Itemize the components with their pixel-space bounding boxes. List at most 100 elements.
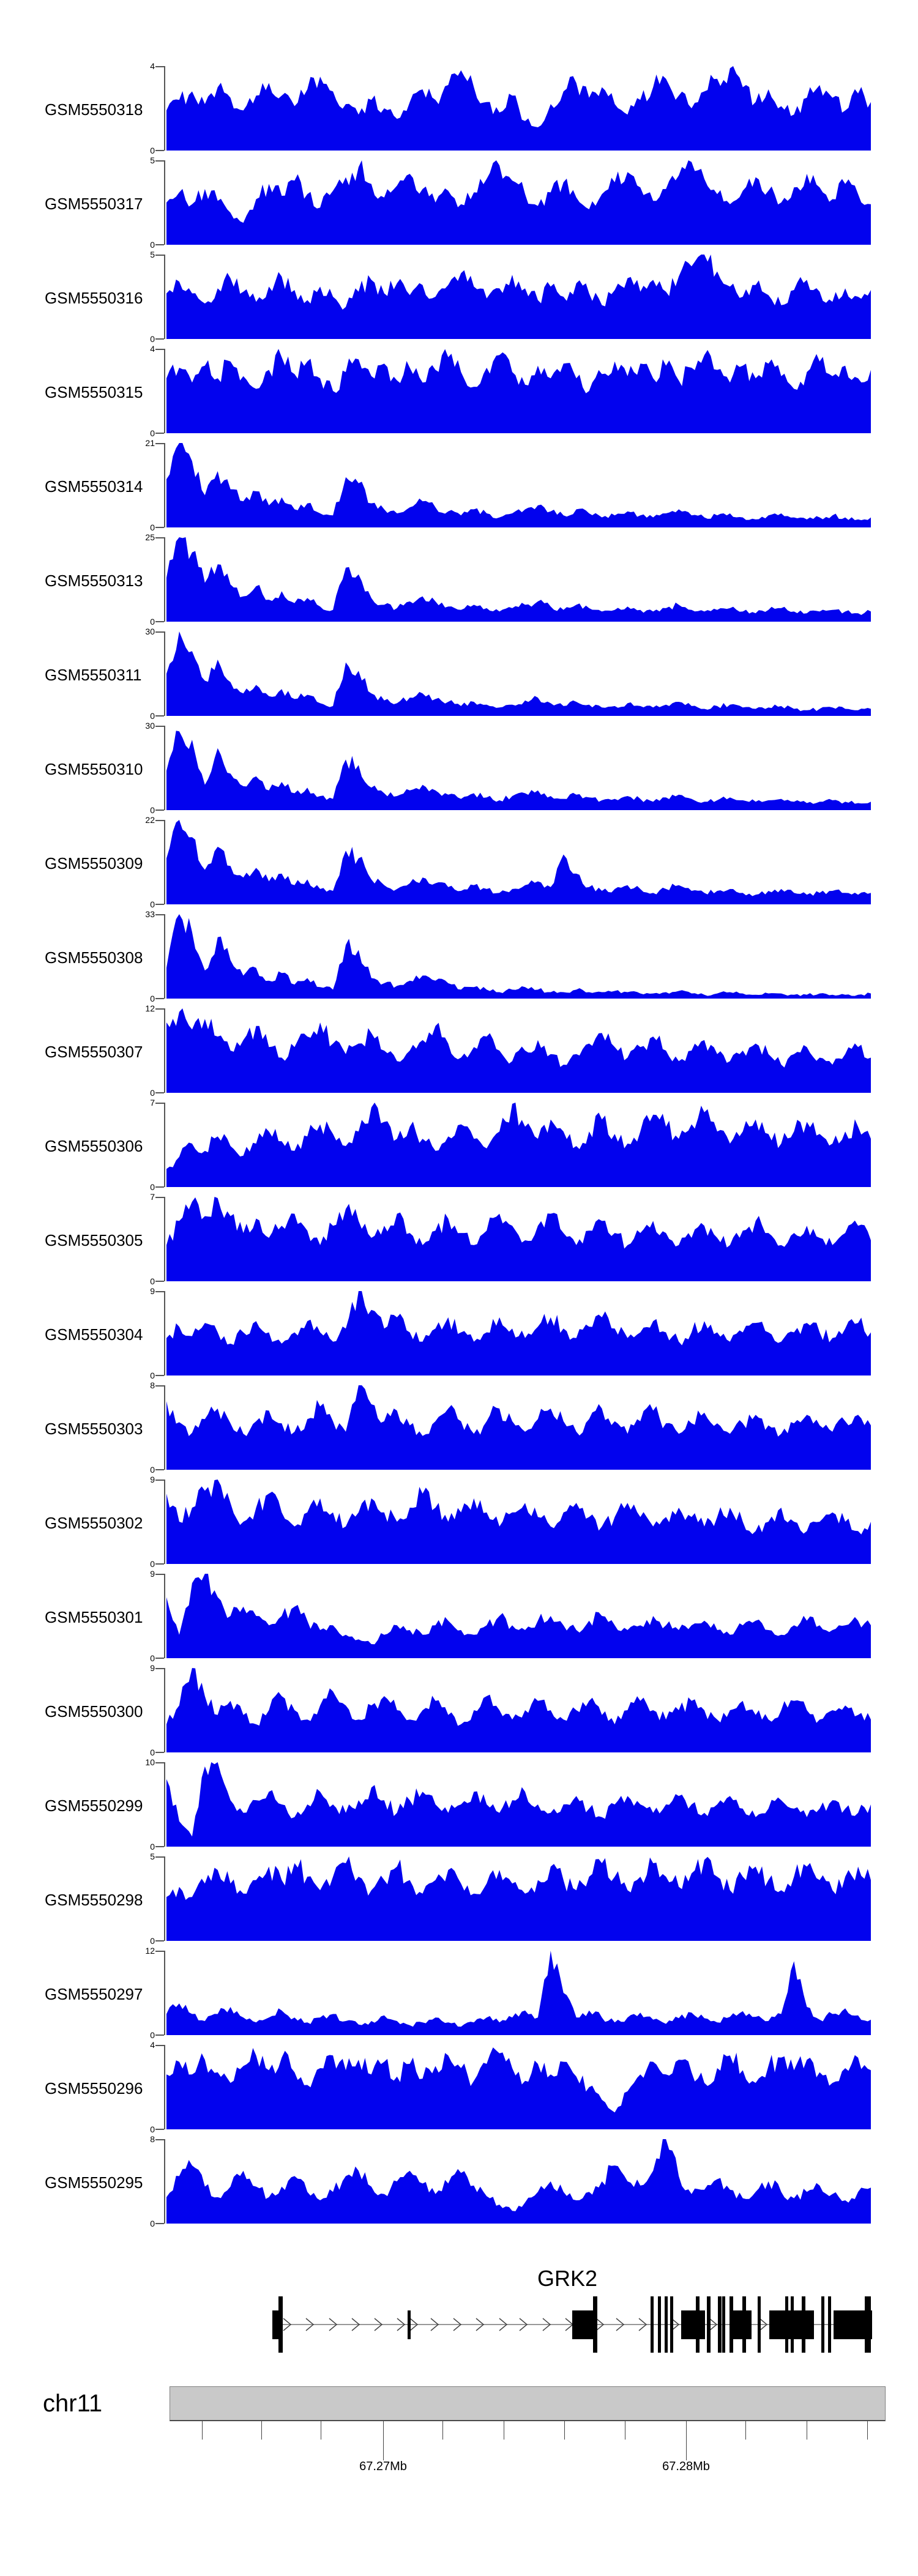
y-axis-top-tick [155,349,164,350]
coverage-area-GSM5550311 [166,631,871,716]
y-axis-top-tick [155,1856,164,1858]
exon-tall-bar [651,2296,654,2353]
y-max-label: 5 [150,250,155,259]
y-axis-top-tick [155,1951,164,1952]
axis-minor-tick [202,2421,203,2440]
y-axis-top-tick [155,1008,164,1010]
y-max-label: 30 [145,627,155,636]
y-max-label: 4 [150,61,155,71]
y-axis-bottom-tick [155,1752,164,1753]
y-axis-bottom-tick [155,904,164,905]
y-axis-top-tick [155,1197,164,1198]
track-label: GSM5550308 [45,948,143,967]
y-axis-line [164,1574,165,1658]
y-max-label: 5 [150,155,155,165]
y-max-label: 5 [150,1852,155,1861]
y-max-label: 30 [145,721,155,731]
y-axis-top-tick [155,1385,164,1387]
track-label: GSM5550309 [45,854,143,873]
exon-tall-bar [785,2296,788,2353]
axis-minor-tick [564,2421,565,2440]
y-max-label: 8 [150,2134,155,2144]
track-label: GSM5550302 [45,1514,143,1532]
exon-tall-bar [802,2296,805,2353]
y-max-label: 4 [150,2040,155,2050]
y-max-label: 12 [145,1003,155,1013]
y-axis-line [164,1480,165,1564]
strand-arrow-icon [595,2318,605,2331]
y-axis-top-tick [155,160,164,162]
y-max-label: 9 [150,1663,155,1673]
y-axis-line [164,66,165,151]
coverage-area-GSM5550306 [166,1103,871,1187]
y-axis-bottom-tick [155,2223,164,2224]
exon-tall-bar [828,2296,831,2353]
track-label: GSM5550316 [45,289,143,307]
axis-coordinate-label: 67.28Mb [662,2460,710,2473]
y-axis-line [164,1197,165,1281]
y-axis-bottom-tick [155,1186,164,1188]
track-label: GSM5550310 [45,760,143,778]
y-axis-bottom-tick [155,2034,164,2036]
strand-arrow-icon [476,2318,485,2331]
y-axis-line [164,1762,165,1847]
y-axis-line [164,1668,165,1752]
exon-tall-bar [742,2296,746,2353]
exon-box [408,2310,411,2339]
y-axis-line [164,1008,165,1093]
coverage-area-GSM5550314 [166,443,871,527]
y-axis-line [164,726,165,810]
y-axis-line [164,1291,165,1375]
y-zero-label: 0 [150,994,155,1003]
strand-arrow-icon [709,2318,718,2331]
strand-arrow-icon [374,2318,383,2331]
y-zero-label: 0 [150,1465,155,1475]
y-axis-top-tick [155,1291,164,1292]
y-axis-top-tick [155,726,164,727]
track-label: GSM5550298 [45,1891,143,1909]
coverage-area-GSM5550316 [166,255,871,339]
y-axis-bottom-tick [155,338,164,340]
y-zero-label: 0 [150,1748,155,1757]
coverage-area-GSM5550304 [166,1291,871,1375]
coverage-area-GSM5550301 [166,1574,871,1658]
y-axis-top-tick [155,1574,164,1575]
axis-minor-tick [745,2421,746,2440]
y-max-label: 9 [150,1569,155,1579]
y-axis-line [164,349,165,433]
coverage-area-GSM5550313 [166,537,871,622]
y-axis-bottom-tick [155,244,164,245]
y-axis-bottom-tick [155,998,164,999]
exon-tall-bar [670,2296,673,2353]
strand-arrow-icon [329,2318,338,2331]
coverage-area-GSM5550299 [166,1762,871,1847]
y-axis-bottom-tick [155,715,164,717]
y-zero-label: 0 [150,146,155,155]
y-axis-line [164,1385,165,1470]
y-axis-line [164,1951,165,2035]
track-label: GSM5550314 [45,477,143,496]
y-axis-line [164,255,165,339]
coverage-area-GSM5550303 [166,1385,871,1470]
coverage-area-GSM5550297 [166,1951,871,2035]
exon-tall-bar [865,2296,871,2353]
y-axis-bottom-tick [155,150,164,151]
axis-major-tick [383,2421,384,2460]
y-max-label: 10 [145,1757,155,1767]
y-zero-label: 0 [150,1559,155,1569]
strand-arrow-icon [499,2318,508,2331]
axis-minor-tick [261,2421,262,2440]
coverage-area-GSM5550317 [166,160,871,245]
y-axis-bottom-tick [155,810,164,811]
coverage-area-GSM5550298 [166,1856,871,1941]
y-max-label: 25 [145,532,155,542]
strand-arrow-icon [453,2318,462,2331]
axis-minor-tick [867,2421,868,2440]
coverage-area-GSM5550308 [166,914,871,999]
y-axis-line [164,537,165,622]
y-zero-label: 0 [150,1276,155,1286]
y-axis-top-tick [155,1103,164,1104]
y-zero-label: 0 [150,711,155,721]
y-axis-top-tick [155,255,164,256]
track-label: GSM5550300 [45,1702,143,1721]
